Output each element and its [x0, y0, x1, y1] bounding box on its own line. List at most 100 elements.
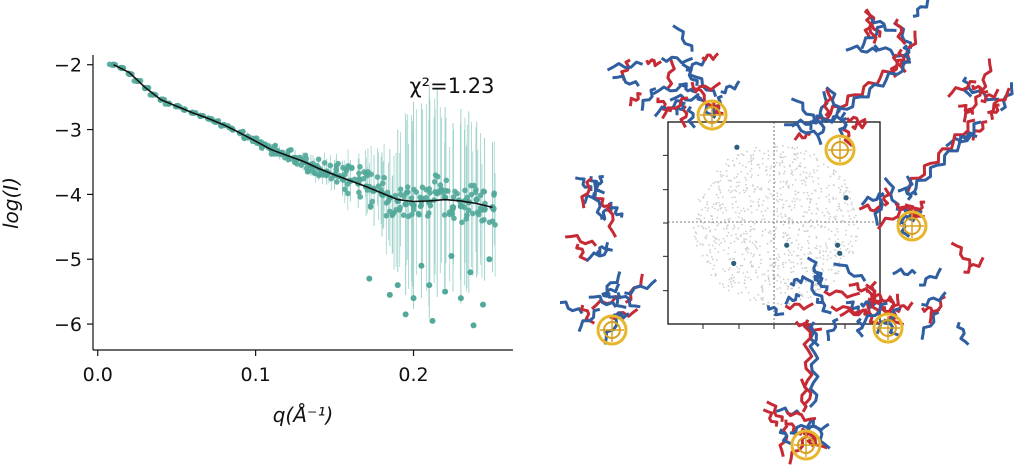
cloud-point	[773, 296, 776, 298]
cloud-point	[816, 169, 819, 172]
cloud-point	[835, 215, 838, 218]
selected-point	[731, 260, 737, 266]
data-point	[294, 161, 300, 167]
cloud-point	[776, 195, 779, 198]
cloud-point	[794, 190, 797, 192]
data-point	[397, 204, 404, 211]
data-point	[368, 171, 374, 178]
cloud-point	[803, 191, 805, 194]
ribbon-segment	[921, 291, 947, 307]
cloud-point	[761, 289, 764, 291]
cloud-point	[752, 157, 755, 160]
cloud-point	[743, 191, 746, 194]
cloud-point	[749, 278, 752, 281]
cloud-point	[722, 174, 724, 177]
cloud-point	[725, 170, 728, 172]
data-point	[403, 189, 410, 196]
ribbon-segment	[789, 417, 815, 435]
x-tick-label: 0.2	[398, 364, 428, 386]
cloud-point	[770, 239, 773, 242]
ribbon-segment	[593, 175, 604, 191]
cloud-point	[704, 236, 707, 239]
outlier-point	[448, 252, 455, 259]
x-tick-label: 0.1	[241, 364, 271, 386]
data-point	[472, 189, 479, 196]
ribbon-segment	[817, 58, 906, 121]
selected-conformer-points	[731, 144, 849, 266]
cloud-point	[762, 200, 765, 202]
cloud-point	[845, 249, 848, 252]
cloud-point	[714, 242, 717, 244]
data-point	[481, 216, 487, 223]
outlier-point	[470, 322, 477, 329]
cloud-point	[786, 239, 789, 242]
cloud-point	[753, 297, 756, 299]
ring-outer	[696, 99, 728, 131]
cloud-point	[811, 212, 813, 215]
cloud-point	[846, 187, 849, 189]
cloud-point	[783, 253, 786, 255]
cloud-point	[725, 175, 728, 178]
cloud-point	[822, 263, 824, 265]
cloud-point	[822, 258, 825, 261]
data-point	[426, 210, 432, 216]
cloud-point	[773, 143, 776, 146]
ribbon-segment	[956, 321, 970, 346]
cloud-point	[816, 256, 818, 259]
cloud-point	[781, 216, 783, 219]
cloud-point	[787, 222, 790, 225]
cloud-point	[745, 249, 748, 252]
cloud-point	[802, 179, 805, 182]
ribbon-segment	[894, 18, 907, 46]
cloud-point	[774, 146, 777, 148]
cloud-point	[747, 208, 749, 211]
cloud-point	[796, 146, 799, 149]
cloud-point	[711, 218, 714, 221]
cloud-point	[722, 228, 725, 230]
cloud-point	[736, 173, 739, 175]
cloud-point	[849, 217, 852, 220]
cloud-point	[801, 267, 804, 270]
cloud-point	[699, 200, 702, 203]
cloud-point	[733, 226, 736, 229]
cloud-point	[744, 279, 746, 282]
cloud-point	[815, 235, 818, 238]
cloud-point	[807, 247, 810, 249]
cloud-point	[838, 261, 841, 264]
cloud-point	[765, 195, 768, 198]
cloud-point	[697, 217, 700, 220]
cloud-point	[777, 259, 780, 262]
ribbon-segment	[845, 300, 860, 311]
cloud-point	[815, 247, 818, 250]
cloud-point	[849, 197, 852, 200]
cloud-point	[802, 171, 805, 174]
cloud-point	[741, 264, 744, 267]
cloud-point	[836, 272, 839, 275]
cloud-point	[756, 208, 758, 211]
cloud-point	[796, 167, 798, 170]
cloud-point	[709, 251, 712, 254]
cloud-point	[738, 162, 741, 165]
data-point	[285, 156, 292, 163]
cloud-point	[832, 173, 835, 176]
cloud-point	[807, 194, 810, 197]
cloud-point	[741, 164, 744, 167]
cloud-point	[804, 181, 807, 183]
cloud-point	[743, 238, 745, 240]
cloud-point	[745, 189, 747, 192]
cloud-point	[744, 230, 747, 233]
data-point	[491, 192, 497, 198]
data-point	[333, 166, 340, 173]
cloud-point	[711, 244, 714, 247]
cloud-point	[828, 198, 830, 201]
ring-structure	[872, 312, 904, 344]
data-point	[392, 192, 399, 199]
cloud-point	[736, 271, 739, 274]
cloud-point	[774, 164, 777, 167]
cloud-point	[735, 200, 737, 203]
cloud-point	[756, 276, 759, 278]
cloud-point	[805, 177, 808, 180]
cloud-point	[727, 268, 730, 271]
cloud-point	[813, 153, 816, 156]
data-point	[286, 147, 293, 154]
